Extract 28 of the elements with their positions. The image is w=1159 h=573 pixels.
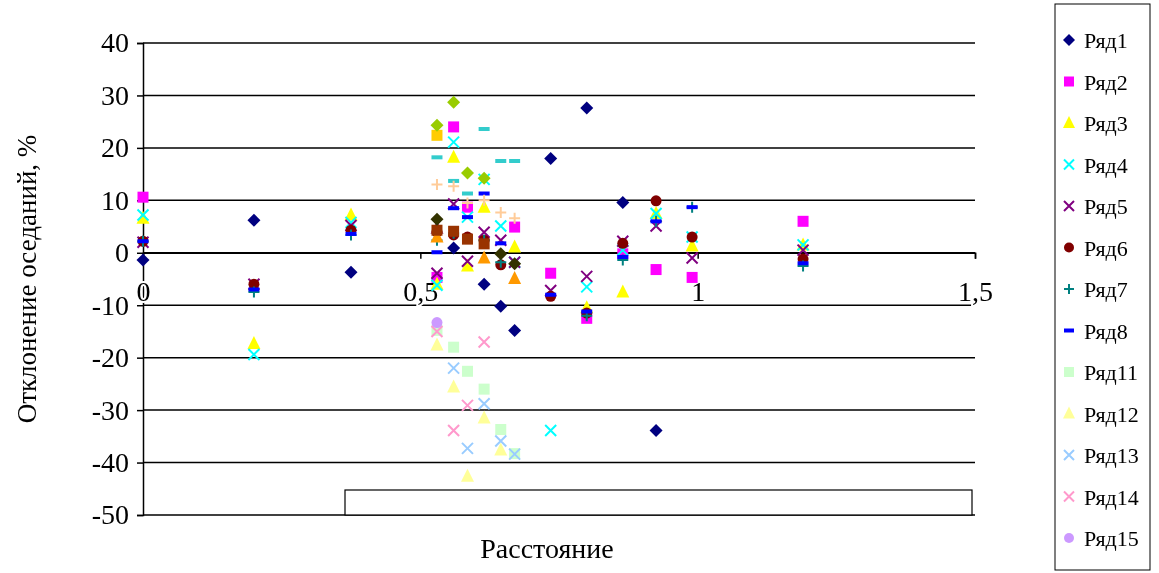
x-axis-title: Расстояние — [480, 533, 614, 564]
x-tick-label: 1,5 — [958, 275, 993, 307]
legend-label: Ряд13 — [1084, 443, 1139, 468]
y-tick-label: -30 — [91, 394, 129, 426]
x-tick-label: 1 — [691, 275, 706, 307]
y-axis-title: Отклонение оседаний, % — [12, 134, 42, 424]
legend-label: Ряд11 — [1084, 360, 1138, 385]
x-tick-label: 0,5 — [403, 275, 439, 307]
y-tick-label: 0 — [115, 237, 129, 269]
y-tick-label: -50 — [91, 499, 129, 531]
y-tick-label: 10 — [101, 184, 129, 216]
y-tick-label: -40 — [91, 447, 129, 479]
legend-label: Ряд5 — [1084, 194, 1128, 219]
y-tick-label: 20 — [101, 132, 129, 164]
legend-label: Ряд1 — [1084, 28, 1128, 53]
legend-label: Ряд3 — [1084, 111, 1128, 136]
legend-label: Ряд14 — [1084, 484, 1139, 510]
legend-label: Ряд2 — [1084, 69, 1128, 95]
y-tick-label: 40 — [101, 27, 129, 59]
y-tick-label: -20 — [91, 342, 129, 374]
legend-label: Ряд12 — [1084, 401, 1139, 427]
y-tick-label: -10 — [91, 289, 129, 321]
legend-label: Ряд8 — [1084, 318, 1128, 344]
legend-label: Ряд4 — [1084, 152, 1128, 178]
y-tick-label: 30 — [101, 79, 129, 111]
legend-label: Ряд15 — [1084, 526, 1139, 551]
legend-label: Ряд6 — [1084, 235, 1128, 261]
legend-label: Ряд7 — [1084, 277, 1128, 302]
